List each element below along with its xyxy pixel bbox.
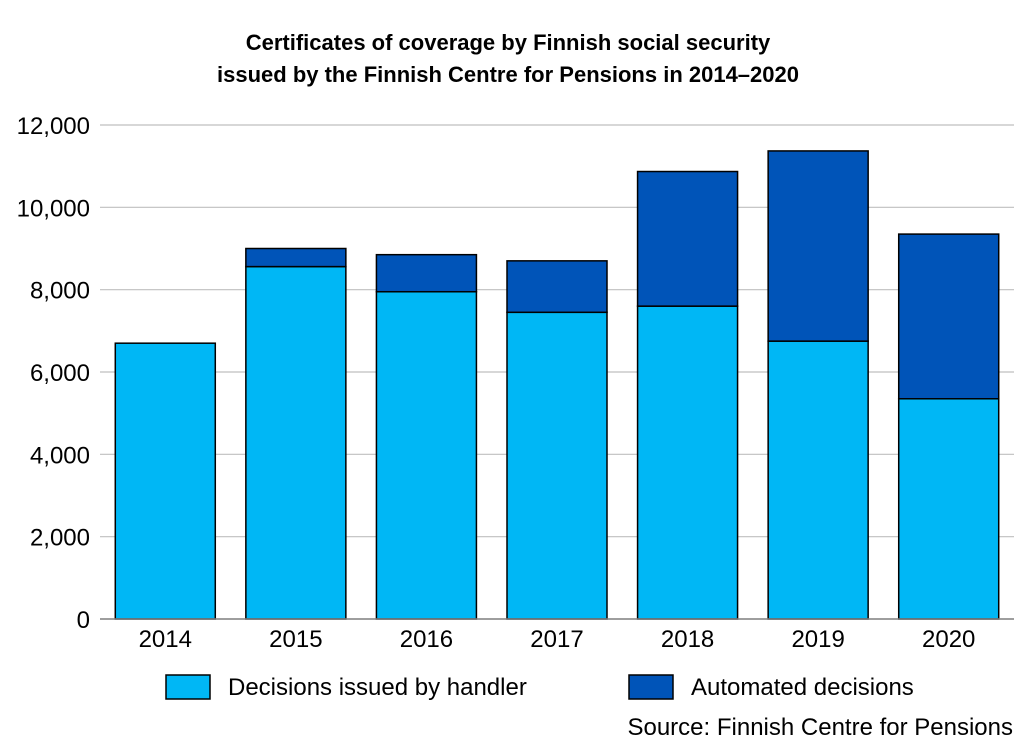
bar-2018-series-1 — [636, 170, 739, 307]
x-axis-tick-labels: 2014 2015 2016 2017 2018 2019 2020 — [139, 626, 976, 653]
chart-title: Certificates of coverage by Finnish soci… — [217, 30, 799, 87]
y-tick-label: 8,000 — [30, 278, 90, 305]
x-tick-label: 2019 — [791, 626, 844, 653]
y-tick-label: 4,000 — [30, 442, 90, 469]
legend-item-automated: Automated decisions — [628, 674, 914, 701]
bar-2017-series-1 — [506, 260, 608, 314]
x-tick-label: 2017 — [530, 626, 583, 653]
chart-title-line-2: issued by the Finnish Centre for Pension… — [217, 62, 799, 87]
y-axis-tick-labels: 0 2,000 4,000 6,000 8,000 10,000 12,000 — [17, 113, 90, 634]
bar-2015-series-0 — [245, 265, 347, 620]
y-tick-label: 2,000 — [30, 525, 90, 552]
x-tick-label: 2014 — [139, 626, 192, 653]
y-tick-label: 12,000 — [17, 113, 90, 140]
x-tick-label: 2018 — [661, 626, 714, 653]
bar-2018-series-0 — [636, 305, 739, 620]
legend-swatch-handler — [165, 674, 211, 700]
bar-2020-series-0 — [897, 398, 1000, 620]
bar-2020-series-1 — [897, 233, 1000, 400]
chart-title-line-1: Certificates of coverage by Finnish soci… — [246, 30, 771, 55]
legend-item-handler: Decisions issued by handler — [165, 674, 527, 701]
bar-2015-series-1 — [245, 247, 347, 268]
legend-label-automated: Automated decisions — [691, 674, 914, 701]
bar-2019-series-0 — [767, 340, 869, 620]
x-tick-label: 2020 — [922, 626, 975, 653]
legend: Decisions issued by handler Automated de… — [165, 674, 914, 701]
source-note: Source: Finnish Centre for Pensions — [627, 714, 1013, 741]
legend-label-handler: Decisions issued by handler — [228, 674, 527, 701]
y-tick-label: 10,000 — [17, 195, 90, 222]
x-tick-label: 2015 — [269, 626, 322, 653]
y-tick-label: 6,000 — [30, 360, 90, 387]
bar-2016-series-0 — [375, 290, 478, 620]
bar-2019-series-1 — [767, 150, 869, 342]
bar-2014-series-0 — [114, 342, 217, 620]
bars — [114, 150, 1000, 620]
legend-swatch-automated — [628, 674, 674, 700]
bar-2016-series-1 — [375, 253, 478, 293]
x-tick-label: 2016 — [400, 626, 453, 653]
bar-2017-series-0 — [506, 311, 608, 620]
y-tick-label: 0 — [77, 607, 90, 634]
